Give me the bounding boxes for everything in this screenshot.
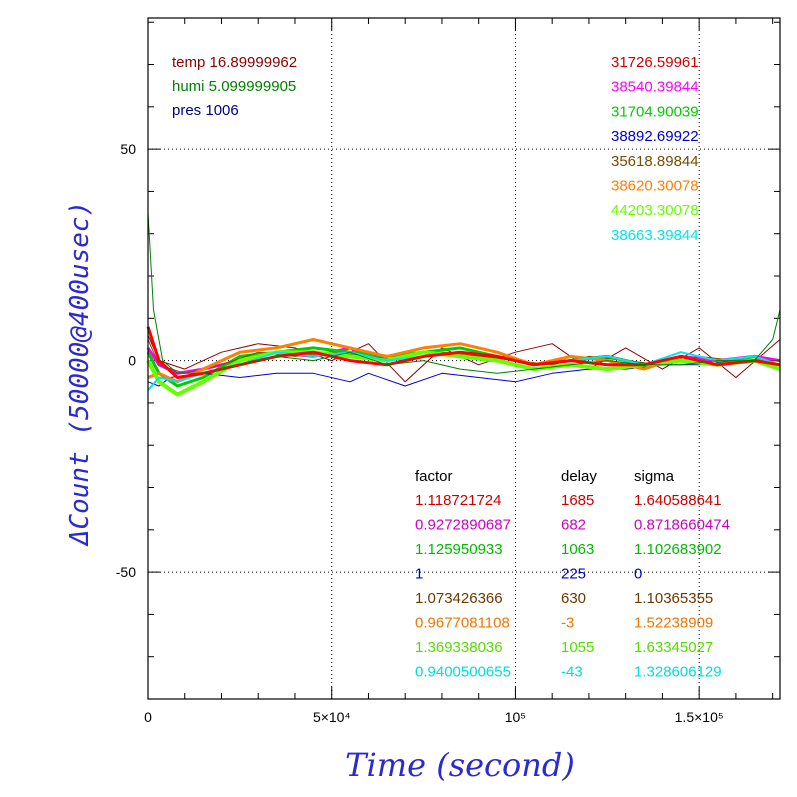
table-cell-delay: -43 xyxy=(561,664,583,681)
tick-labels: 0 5×10⁴ 10⁵ 1.5×10⁵ 50 0 -50 xyxy=(116,141,724,725)
y-tick-label: 50 xyxy=(120,141,136,157)
legend-mean-value: 38663.39844 xyxy=(611,227,699,244)
legend-mean-value: 38620.30078 xyxy=(611,178,699,195)
table-cell-factor: 1.118721724 xyxy=(415,492,501,509)
table-cell-delay: 630 xyxy=(561,590,586,607)
legend-mean-value: 31704.90039 xyxy=(611,103,699,120)
env-info-line: temp 16.89999962 xyxy=(172,54,297,71)
table-cell-factor: 0.9677081108 xyxy=(415,615,510,632)
y-axis-label: ΔCount (50000@400usec) xyxy=(65,201,95,547)
table-cell-sigma: 1.640588641 xyxy=(634,492,722,509)
x-axis-label: Time (second) xyxy=(345,746,575,784)
table-cell-delay: -3 xyxy=(561,615,574,632)
series-line-0 xyxy=(147,335,781,383)
x-tick-label: 1.5×10⁵ xyxy=(675,709,724,725)
table-cell-factor: 0.9272890687 xyxy=(415,517,511,534)
table-cell-factor: 1 xyxy=(415,566,423,583)
tick-marks xyxy=(148,18,780,699)
env-info-line: pres 1006 xyxy=(172,102,239,119)
series-group xyxy=(146,212,781,397)
table-cell-factor: 0.9400500655 xyxy=(415,664,511,681)
table-cell-delay: 682 xyxy=(561,517,586,534)
env-info-line: humi 5.099999905 xyxy=(172,78,296,95)
legend-mean-value: 44203.30078 xyxy=(611,202,699,219)
table-cell-delay: 1055 xyxy=(561,639,594,656)
table-cell-factor: 1.369338036 xyxy=(415,639,503,656)
y-tick-label: -50 xyxy=(116,564,136,580)
series-line-9 xyxy=(147,212,781,374)
x-tick-label: 10⁵ xyxy=(505,709,526,725)
legend-mean-value: 38892.69922 xyxy=(611,128,699,145)
legend-mean-value: 31726.59961 xyxy=(611,54,699,71)
table-header: delay xyxy=(561,468,597,485)
table-header: sigma xyxy=(634,468,675,485)
table-cell-sigma: 1.52238909 xyxy=(634,615,713,632)
table-cell-sigma: 0 xyxy=(634,566,642,583)
table-cell-delay: 225 xyxy=(561,566,586,583)
x-tick-label: 0 xyxy=(144,709,152,725)
table-cell-delay: 1063 xyxy=(561,541,594,558)
table-cell-sigma: 1.10365355 xyxy=(634,590,713,607)
table-cell-sigma: 1.328606129 xyxy=(634,664,722,681)
table-cell-sigma: 0.8718660474 xyxy=(634,517,730,534)
fit-table: factor delay sigma 1.118721724 1685 1.6405886… xyxy=(415,468,730,681)
env-info: temp 16.89999962 humi 5.099999905 pres 100… xyxy=(172,54,297,119)
table-header: factor xyxy=(415,468,453,485)
legend-mean-value: 35618.89844 xyxy=(611,153,699,170)
y-tick-label: 0 xyxy=(128,353,136,369)
table-cell-factor: 1.125950933 xyxy=(415,541,503,558)
table-cell-sigma: 1.63345027 xyxy=(634,639,713,656)
legend-mean-value: 38540.39844 xyxy=(611,79,699,96)
x-tick-label: 5×10⁴ xyxy=(313,709,351,725)
legend-values: 31726.59961 38540.39844 31704.90039 38892.6… xyxy=(611,54,699,244)
table-cell-delay: 1685 xyxy=(561,492,594,509)
plot-frame xyxy=(147,17,781,700)
table-cell-sigma: 1.102683902 xyxy=(634,541,722,558)
table-cell-factor: 1.073426366 xyxy=(415,590,503,607)
